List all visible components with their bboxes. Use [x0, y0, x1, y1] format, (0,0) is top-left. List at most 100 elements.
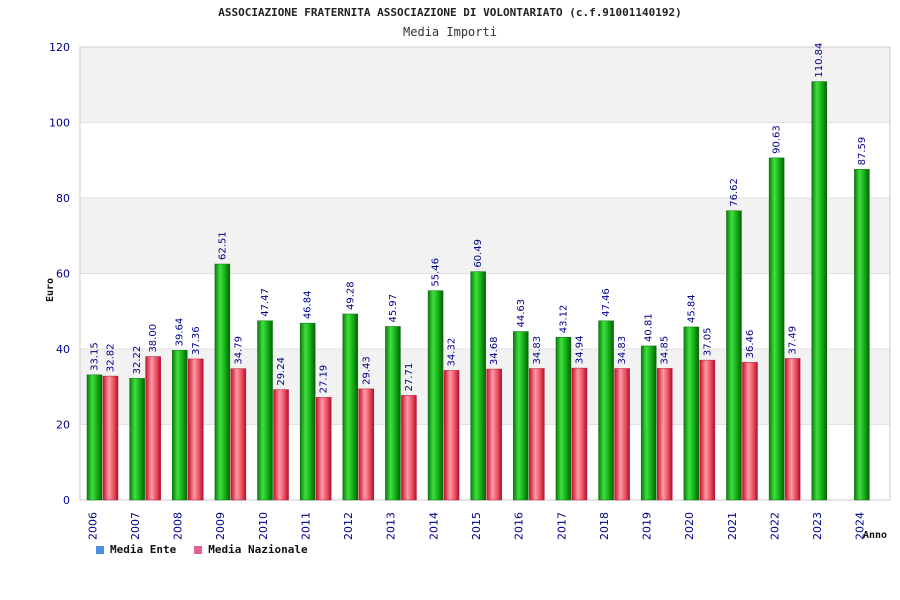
- bar-media-ente: [214, 263, 231, 501]
- bar-media-nazionale: [230, 368, 247, 501]
- bar-media-nazionale: [699, 359, 716, 501]
- data-label: 62.51: [217, 231, 228, 260]
- bar-media-ente: [257, 320, 273, 501]
- data-label: 76.62: [729, 178, 740, 207]
- bar-media-ente: [299, 322, 316, 501]
- x-tick-label: 2017: [555, 512, 568, 540]
- data-label: 27.71: [404, 363, 415, 392]
- bars-layer: 33.15 32.82 32.22 38.00 39.64 37.36 62.51 34.79…: [86, 43, 870, 501]
- y-tick-label: 120: [49, 41, 70, 54]
- data-label: 38.00: [148, 324, 159, 353]
- bar-media-nazionale: [401, 395, 417, 501]
- data-label: 29.24: [276, 357, 287, 386]
- x-tick-label: 2015: [470, 512, 483, 540]
- data-label: 27.19: [319, 365, 330, 394]
- data-label: 47.46: [601, 288, 612, 317]
- x-tick-label: 2023: [811, 512, 824, 540]
- bar-media-ente: [385, 326, 401, 501]
- data-label: 34.79: [233, 336, 244, 365]
- bar-media-ente: [640, 345, 657, 501]
- x-axis-title: Anno: [863, 530, 887, 541]
- bar-media-ente: [513, 331, 529, 501]
- bar-media-nazionale: [656, 368, 673, 501]
- x-tick-label: 2019: [641, 512, 654, 540]
- legend-item-media-ente: Media Ente: [96, 543, 176, 556]
- bar-media-nazionale: [486, 368, 502, 501]
- grid-band: [80, 122, 890, 198]
- x-tick-label: 2024: [854, 512, 867, 540]
- legend-label: Media Nazionale: [208, 543, 308, 556]
- data-label: 39.64: [175, 318, 186, 347]
- legend: Media Ente Media Nazionale: [96, 543, 308, 556]
- data-label: 34.83: [532, 336, 543, 365]
- bar-media-ente: [172, 350, 188, 501]
- data-label: 32.22: [132, 346, 143, 375]
- data-label: 37.49: [788, 326, 799, 355]
- legend-swatch-icon: [96, 545, 104, 554]
- data-label: 90.63: [772, 125, 783, 154]
- legend-item-media-nazionale: Media Nazionale: [194, 543, 308, 556]
- y-tick-label: 0: [63, 494, 70, 507]
- x-tick-label: 2022: [768, 512, 781, 540]
- bar-media-ente: [129, 378, 145, 501]
- y-tick-label: 60: [56, 268, 70, 281]
- bar-media-nazionale: [571, 367, 588, 501]
- x-tick-label: 2009: [214, 512, 227, 540]
- data-label: 45.97: [388, 294, 399, 323]
- legend-swatch-icon: [194, 545, 203, 554]
- bar-media-ente: [86, 374, 103, 501]
- bar-media-nazionale: [443, 370, 460, 501]
- x-tick-label: 2013: [385, 512, 398, 540]
- y-tick-label: 100: [49, 117, 70, 130]
- bar-media-nazionale: [102, 375, 119, 501]
- data-label: 29.43: [361, 356, 372, 385]
- bar-media-nazionale: [358, 388, 375, 501]
- x-tick-label: 2018: [598, 512, 611, 540]
- x-tick-label: 2007: [129, 512, 142, 540]
- data-label: 37.05: [702, 327, 713, 356]
- bar-media-ente: [726, 210, 742, 501]
- data-label: 55.46: [431, 258, 442, 287]
- x-tick-label: 2014: [427, 512, 440, 540]
- data-label: 34.94: [574, 335, 585, 364]
- data-label: 43.12: [558, 305, 569, 334]
- data-label: 34.83: [617, 336, 628, 365]
- bar-media-nazionale: [529, 368, 545, 501]
- x-tick-label: 2008: [172, 512, 185, 540]
- data-label: 87.59: [857, 137, 868, 166]
- bar-media-nazionale: [273, 389, 289, 501]
- y-axis: 0 20 40 60 80 100 120: [49, 41, 70, 507]
- bar-media-ente: [342, 313, 359, 501]
- bar-media-ente: [470, 271, 486, 501]
- bar-media-nazionale: [315, 397, 332, 501]
- data-label: 40.81: [644, 313, 655, 342]
- bar-media-ente: [555, 336, 572, 501]
- data-label: 32.82: [106, 343, 117, 372]
- bar-media-nazionale: [784, 358, 801, 501]
- data-label: 110.84: [814, 43, 825, 78]
- bar-media-ente: [683, 326, 700, 501]
- data-label: 33.15: [90, 342, 101, 371]
- data-label: 46.84: [303, 291, 314, 320]
- y-tick-label: 80: [56, 192, 70, 205]
- grid-band: [80, 198, 890, 274]
- data-label: 34.68: [489, 336, 500, 365]
- x-tick-label: 2011: [299, 512, 312, 540]
- x-tick-label: 2006: [86, 512, 99, 540]
- x-tick-label: 2010: [257, 512, 270, 540]
- data-label: 36.46: [745, 330, 756, 359]
- bar-media-nazionale: [188, 358, 204, 501]
- bar-media-nazionale: [614, 368, 630, 501]
- x-tick-label: 2020: [683, 512, 696, 540]
- bar-media-ente: [768, 157, 785, 501]
- bar-media-ente: [427, 290, 444, 501]
- data-label: 49.28: [345, 281, 356, 310]
- bar-media-nazionale: [742, 362, 758, 501]
- chart-subtitle: Media Importi: [403, 25, 497, 39]
- y-tick-label: 20: [56, 419, 70, 432]
- bar-media-nazionale: [145, 356, 161, 501]
- data-label: 34.85: [660, 336, 671, 365]
- data-label: 44.63: [516, 299, 527, 328]
- data-label: 60.49: [473, 239, 484, 268]
